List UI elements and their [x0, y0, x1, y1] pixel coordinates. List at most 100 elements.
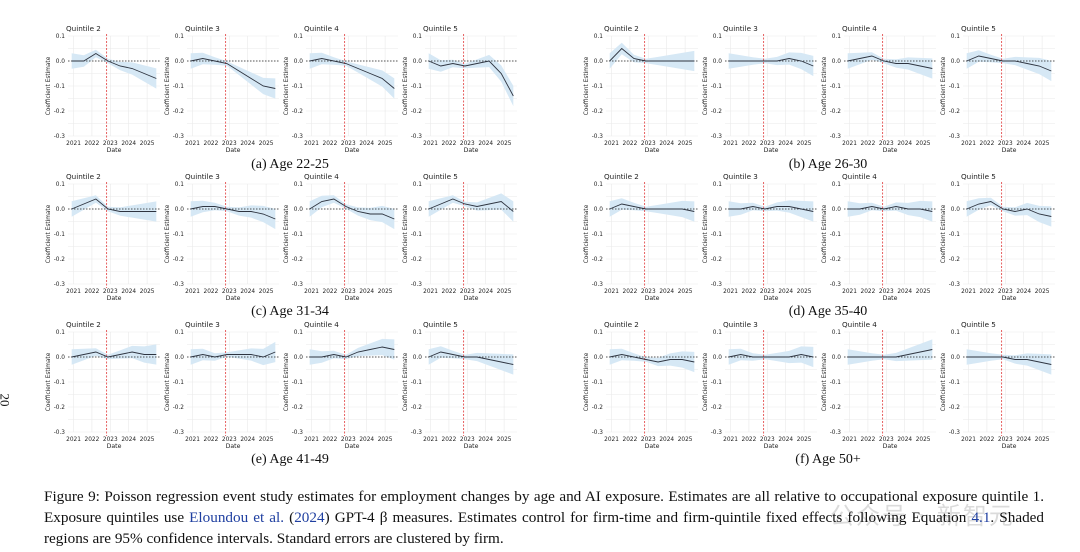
y-tick-label: -0.3 [173, 134, 185, 140]
estimate-line [428, 351, 514, 365]
x-tick-label: 2024 [1016, 289, 1031, 295]
y-tick-label: -0.2 [292, 109, 304, 115]
equation-link[interactable]: 4.1 [971, 509, 991, 526]
x-axis-label: Date [645, 295, 660, 302]
x-tick-label: 2025 [378, 141, 393, 147]
x-tick-label: 2021 [66, 141, 81, 147]
estimate-line [728, 354, 814, 358]
y-tick-label: -0.2 [173, 257, 185, 263]
x-tick-label: 2024 [240, 289, 255, 295]
x-tick-label: 2024 [121, 289, 136, 295]
x-tick-label: 2025 [140, 437, 155, 443]
y-tick-label: -0.3 [711, 134, 723, 140]
confidence-band [428, 346, 514, 375]
x-tick-label: 2024 [897, 437, 912, 443]
y-tick-label: 0.0 [713, 59, 723, 65]
citation-link[interactable]: Eloundou et al. [189, 509, 285, 526]
y-tick-label: -0.3 [292, 282, 304, 288]
estimate-line [428, 198, 514, 212]
x-tick-label: 2021 [961, 437, 976, 443]
y-tick-label: -0.1 [173, 380, 185, 386]
x-tick-label: 2022 [323, 289, 338, 295]
y-tick-label: -0.1 [711, 232, 723, 238]
y-tick-label: 0.0 [56, 59, 66, 65]
y-tick-label: -0.1 [592, 84, 604, 90]
y-axis-label: Coefficient Estimate [941, 352, 947, 411]
y-tick-label: -0.2 [411, 109, 423, 115]
y-axis-label: Coefficient Estimate [46, 56, 52, 115]
subplot-title: Quintile 2 [66, 320, 101, 329]
confidence-band [728, 52, 814, 77]
y-tick-label: -0.1 [592, 232, 604, 238]
confidence-band [309, 52, 395, 99]
x-tick-label: 2023 [998, 289, 1013, 295]
y-tick-label: 0.0 [594, 59, 604, 65]
x-tick-label: 2022 [204, 437, 219, 443]
x-axis-label: Date [883, 147, 898, 154]
x-tick-label: 2021 [723, 437, 738, 443]
x-tick-label: 2023 [998, 141, 1013, 147]
x-tick-label: 2021 [604, 437, 619, 443]
y-tick-label: -0.3 [949, 282, 961, 288]
estimate-line [190, 206, 276, 220]
y-axis-label: Coefficient Estimate [584, 204, 590, 263]
x-tick-label: 2023 [103, 141, 118, 147]
x-tick-label: 2023 [760, 437, 775, 443]
x-tick-label: 2022 [980, 141, 995, 147]
x-tick-label: 2025 [259, 437, 274, 443]
x-tick-label: 2022 [442, 437, 457, 443]
y-tick-label: -0.2 [711, 257, 723, 263]
y-tick-label: 0.1 [594, 330, 604, 336]
y-tick-label: 0.1 [175, 34, 185, 40]
y-axis-label: Coefficient Estimate [403, 352, 409, 411]
x-tick-label: 2025 [140, 141, 155, 147]
y-tick-label: 0.0 [594, 207, 604, 213]
y-tick-label: -0.1 [54, 232, 66, 238]
y-tick-label: -0.2 [592, 109, 604, 115]
x-tick-label: 2022 [742, 289, 757, 295]
x-tick-label: 2023 [760, 141, 775, 147]
x-tick-label: 2025 [1035, 289, 1050, 295]
estimate-line [71, 351, 157, 358]
panel-caption: (a) Age 22-25 [251, 157, 329, 172]
confidence-band [966, 197, 1052, 227]
estimate-line [847, 349, 933, 358]
x-tick-label: 2025 [140, 289, 155, 295]
y-tick-label: -0.1 [949, 84, 961, 90]
y-axis-label: Coefficient Estimate [284, 56, 290, 115]
x-tick-label: 2023 [879, 437, 894, 443]
y-tick-label: 0.0 [56, 355, 66, 361]
x-axis-label: Date [464, 147, 479, 154]
x-tick-label: 2024 [659, 289, 674, 295]
confidence-band [728, 200, 814, 222]
panel-caption: (b) Age 26-30 [788, 157, 868, 172]
y-tick-label: -0.3 [173, 282, 185, 288]
y-axis-label: Coefficient Estimate [46, 352, 52, 411]
y-tick-label: -0.1 [592, 380, 604, 386]
x-axis-label: Date [764, 295, 779, 302]
y-tick-label: -0.1 [949, 380, 961, 386]
confidence-band [847, 52, 933, 79]
y-tick-label: 0.0 [713, 355, 723, 361]
y-tick-label: 0.1 [413, 182, 423, 188]
x-axis-label: Date [464, 295, 479, 302]
y-tick-label: 0.0 [951, 207, 961, 213]
subplot-title: Quintile 3 [723, 320, 758, 329]
y-tick-label: 0.0 [713, 207, 723, 213]
x-tick-label: 2023 [879, 141, 894, 147]
x-tick-label: 2025 [378, 437, 393, 443]
y-tick-label: -0.3 [830, 282, 842, 288]
citation-year-link[interactable]: 2024 [294, 509, 325, 526]
y-tick-label: 0.1 [713, 182, 723, 188]
y-tick-label: -0.3 [173, 430, 185, 436]
subplot-title: Quintile 5 [423, 172, 458, 181]
y-tick-label: 0.1 [56, 330, 66, 336]
confidence-band [847, 339, 933, 365]
y-axis-label: Coefficient Estimate [403, 204, 409, 263]
x-axis-label: Date [883, 443, 898, 450]
y-tick-label: -0.1 [830, 84, 842, 90]
x-tick-label: 2024 [121, 437, 136, 443]
subplot-title: Quintile 2 [66, 24, 101, 33]
x-tick-label: 2021 [304, 141, 319, 147]
x-tick-label: 2024 [659, 437, 674, 443]
